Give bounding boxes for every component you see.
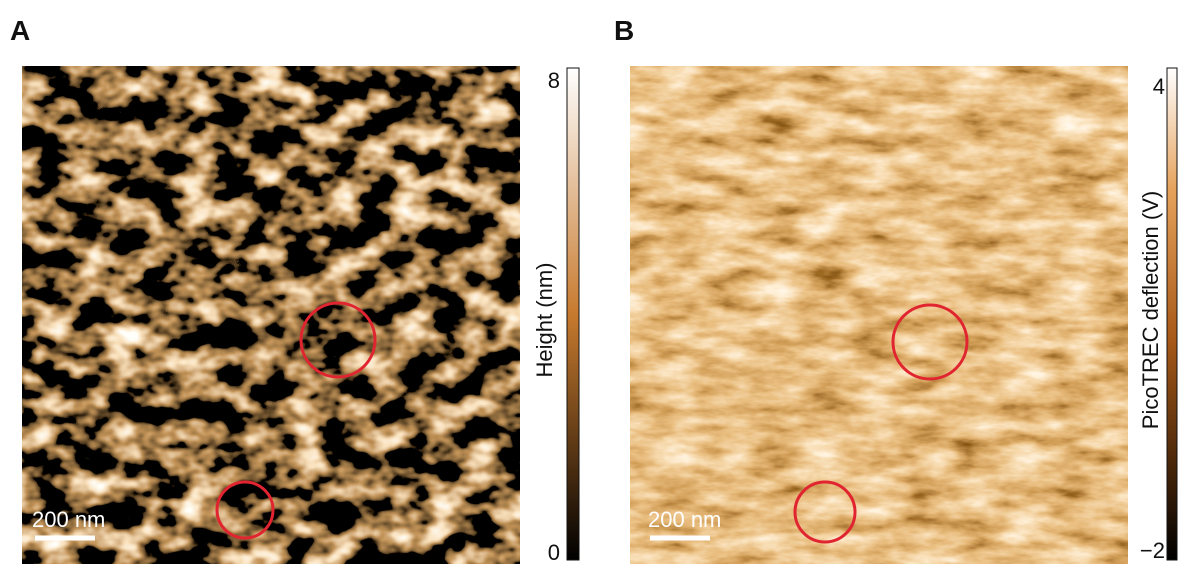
- scale-bar-label: 200 nm: [32, 507, 105, 532]
- afm-image: [22, 66, 520, 564]
- colorbar: [1167, 68, 1177, 560]
- colorbar-tick: −2: [1140, 538, 1165, 563]
- colorbar-tick: 4: [1153, 74, 1165, 99]
- panel-label: A: [10, 15, 30, 46]
- colorbar-title: Height (nm): [532, 263, 557, 378]
- colorbar-tick: 8: [548, 68, 560, 93]
- scale-bar-label: 200 nm: [648, 507, 721, 532]
- figure: A 200 nm 8 0 Height (nm) B 200 nm 4 −2 P…: [0, 0, 1178, 564]
- colorbar-title: PicoTREC deflection (V): [1138, 191, 1163, 429]
- colorbar: [567, 68, 579, 560]
- afm-image: [630, 66, 1128, 564]
- panel-label: B: [614, 15, 634, 46]
- colorbar-tick: 0: [548, 540, 560, 564]
